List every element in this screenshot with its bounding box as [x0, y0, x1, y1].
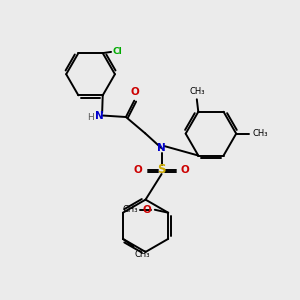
Text: O: O	[131, 87, 140, 97]
Text: N: N	[95, 110, 103, 121]
Text: O: O	[134, 165, 142, 175]
Text: CH₃: CH₃	[252, 129, 268, 138]
Text: CH₃: CH₃	[135, 250, 150, 259]
Text: CH₃: CH₃	[189, 87, 205, 96]
Text: S: S	[157, 163, 166, 176]
Text: Cl: Cl	[112, 47, 122, 56]
Text: H: H	[88, 113, 94, 122]
Text: O: O	[142, 205, 151, 215]
Text: N: N	[157, 143, 166, 153]
Text: O: O	[181, 165, 190, 175]
Text: CH₃: CH₃	[123, 205, 139, 214]
